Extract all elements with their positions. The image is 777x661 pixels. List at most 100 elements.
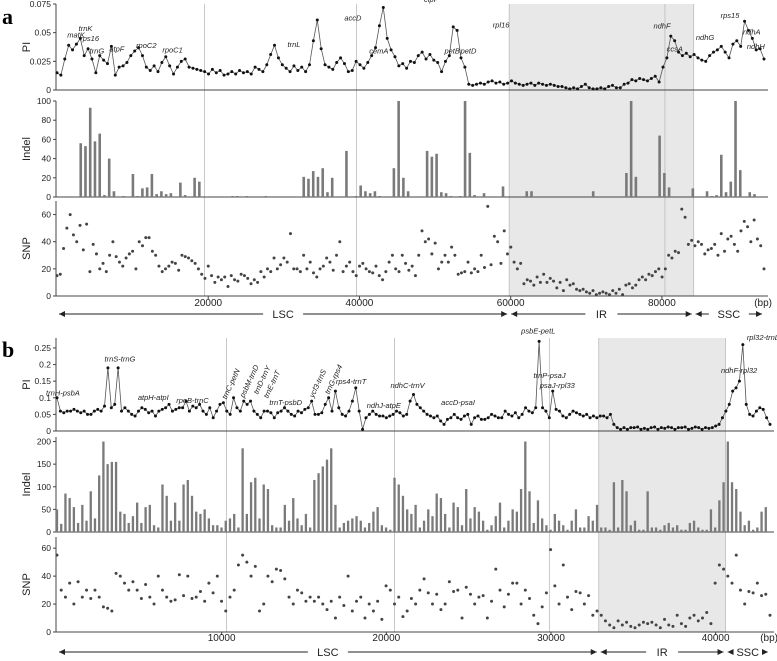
snp-point	[351, 270, 355, 274]
pi-point	[537, 81, 541, 85]
snp-point	[762, 267, 766, 271]
pi-point	[490, 79, 494, 83]
snp-y-tick-label: 20	[42, 264, 52, 274]
pi-point	[98, 54, 102, 58]
indel-bar	[102, 441, 105, 532]
indel-bar	[131, 173, 135, 197]
indel-bar	[519, 489, 523, 532]
x-tick-label: 40000	[346, 298, 374, 309]
snp-point	[200, 272, 204, 276]
pi-point	[422, 409, 426, 413]
pi-point	[129, 54, 133, 58]
pi-point	[120, 409, 124, 413]
snp-point	[688, 616, 692, 620]
snp-point	[595, 609, 599, 613]
pi-point	[296, 69, 300, 73]
snp-point	[198, 589, 202, 593]
pi-point	[167, 402, 171, 406]
pi-point	[378, 414, 382, 418]
snp-point	[169, 599, 173, 603]
pi-point	[412, 60, 416, 64]
snp-point	[734, 553, 738, 557]
pi-point	[211, 416, 215, 420]
indel-bar	[249, 482, 253, 532]
indel-bar	[463, 101, 467, 197]
snp-point	[210, 274, 214, 278]
snp-point	[498, 588, 502, 592]
indel-bar	[684, 529, 687, 532]
snp-point	[292, 267, 296, 271]
pi-point	[92, 409, 96, 413]
pi-point	[629, 426, 633, 430]
snp-point	[667, 253, 671, 257]
snp-point	[446, 260, 450, 264]
snp-point	[211, 591, 215, 595]
pi-point	[228, 412, 232, 416]
pi-point	[588, 416, 592, 420]
pi-point	[768, 422, 772, 426]
pi-point	[456, 416, 460, 420]
snp-point	[549, 548, 553, 552]
indel-bar	[193, 177, 196, 197]
pi-annotation: trnK	[79, 24, 94, 33]
snp-point	[190, 596, 194, 600]
pi-point	[94, 71, 98, 75]
pi-point	[731, 42, 735, 46]
pi-point	[361, 427, 365, 431]
snp-point	[481, 594, 485, 598]
snp-point	[716, 253, 720, 257]
snp-point	[259, 270, 263, 274]
snp-point	[160, 588, 164, 592]
pi-point	[506, 81, 510, 85]
snp-point	[515, 581, 519, 585]
snp-point	[371, 609, 375, 613]
pi-annotation: rpl32-trnL	[747, 333, 777, 342]
indel-bar	[93, 141, 97, 197]
snp-point	[598, 291, 602, 295]
snp-point	[713, 581, 717, 585]
pi-point	[221, 401, 225, 405]
pi-point	[362, 66, 366, 70]
snp-point	[252, 278, 256, 282]
snp-point	[249, 574, 253, 578]
snp-point	[194, 595, 198, 599]
pi-point	[513, 81, 517, 85]
pi-point	[445, 417, 449, 421]
snp-point	[265, 267, 269, 271]
pi-point	[358, 63, 362, 67]
indel-bar	[389, 529, 392, 532]
pi-point	[204, 412, 208, 416]
region-arrow-head	[727, 649, 734, 655]
indel-bar	[501, 186, 505, 197]
snp-point	[532, 283, 536, 287]
snp-point	[312, 599, 316, 603]
pi-point	[608, 412, 612, 416]
indel-bar	[155, 194, 158, 197]
indel-bar	[663, 525, 666, 532]
pi-point	[86, 412, 90, 416]
snp-point	[135, 588, 139, 592]
indel-bar	[574, 509, 578, 532]
snp-point	[329, 599, 333, 603]
pi-point	[330, 409, 334, 413]
indel-bar	[557, 520, 561, 532]
panel-label-b: b	[2, 337, 14, 362]
snp-point	[229, 274, 233, 278]
pi-point	[347, 409, 351, 413]
snp-point	[477, 595, 481, 599]
indel-bar	[296, 518, 299, 532]
pi-point	[385, 36, 389, 40]
snp-point	[384, 584, 388, 588]
snp-point	[242, 274, 246, 278]
snp-point	[232, 588, 236, 592]
x-tick-label: 20000	[372, 633, 400, 644]
indel-bar	[364, 191, 367, 197]
snp-point	[94, 252, 98, 256]
indel-bar	[705, 529, 708, 532]
indel-bar	[735, 489, 738, 532]
snp-point	[637, 278, 641, 282]
indel-bar	[122, 196, 125, 197]
snp-point	[359, 595, 363, 599]
snp-point	[85, 222, 89, 226]
indel-bar	[562, 525, 565, 532]
